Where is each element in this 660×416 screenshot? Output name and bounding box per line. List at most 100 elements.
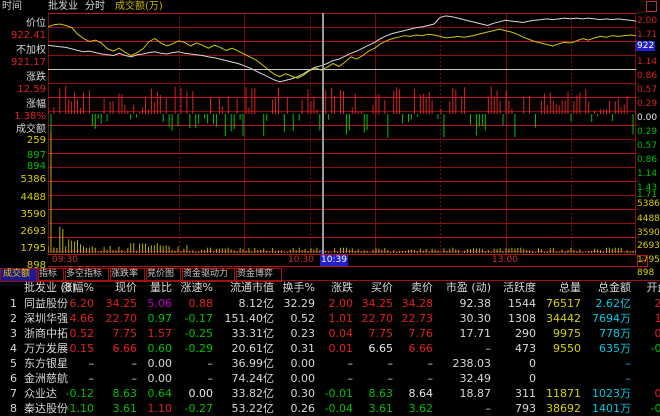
column-header-chg[interactable]: 涨跌 (331, 281, 353, 294)
right-axis-label-14: 5386 (637, 199, 660, 209)
tab-strip-rule (0, 280, 660, 281)
crosshair-cursor[interactable] (322, 13, 324, 254)
table-row[interactable]: 1 同益股份 6.20 34.25 5.06 0.88 8.12亿 32.29 2.00 34.2… (0, 296, 660, 311)
cell-chg_pct: – (88, 357, 95, 370)
cell-mktcap: 33.31亿 (231, 327, 275, 340)
time-tick-1: 10:30 (288, 255, 314, 265)
chart-left-gutter: 价位 922.41 不加权 921.17 涨跌 12.59 涨幅 1.38% 成交额 259 897… (0, 13, 48, 271)
cell-bid: 6.65 (368, 342, 394, 355)
column-header-turnover[interactable]: 换手% (282, 281, 315, 294)
column-header-vol_ratio[interactable]: 量比 (150, 281, 172, 294)
cell-price: 34.25 (105, 297, 138, 310)
cell-mktcap: 33.82亿 (231, 387, 275, 400)
cell-amount: 1023万 (592, 387, 631, 400)
indicator-tab-strip[interactable]: 成交额 指标 多空指标 涨跌率 竞价图 资金驱动力 资金博弈 (0, 268, 660, 282)
add-pane-button[interactable]: + (637, 255, 648, 267)
cell-ask: 34.28 (401, 297, 434, 310)
cell-speed: – (207, 372, 214, 385)
column-header-open_pct[interactable]: 开盘% (646, 281, 660, 294)
chart-svg (48, 15, 636, 253)
cell-chg: -0.01 (324, 387, 353, 400)
cell-open_pct: – (0, 356, 660, 371)
cell-open_pct: 0.12 (654, 387, 660, 400)
close-icon[interactable] (646, 1, 657, 12)
cell-pe: – (485, 342, 492, 355)
cell-mktcap: 151.40亿 (224, 312, 275, 325)
tab-6[interactable]: 资金博弈 (234, 268, 282, 282)
time-label: 时间 (2, 1, 22, 12)
cell-turnover: 0.00 (290, 357, 316, 370)
tab-2[interactable]: 多空指标 (63, 268, 111, 282)
gutter-item-7: 1.38% (14, 111, 46, 122)
cell-mktcap: 8.12亿 (238, 297, 275, 310)
table-row[interactable]: 4 万方发展 0.15 6.66 0.60 -0.29 20.61亿 0.31 0.01 6.65… (0, 341, 660, 356)
cell-pe: 92.38 (459, 297, 492, 310)
grid-hline-9 (48, 139, 636, 140)
cell-pe: 32.49 (459, 372, 492, 385)
chart-plot-area[interactable] (48, 13, 636, 254)
cell-ask: – (427, 372, 434, 385)
cell-ask: 8.64 (408, 387, 434, 400)
volume-bars-group (48, 118, 636, 253)
column-header-speed[interactable]: 涨速% (180, 281, 213, 294)
column-header-chg_pct[interactable]: 涨幅% (61, 281, 94, 294)
column-header-ask[interactable]: 卖价 (411, 281, 433, 294)
column-header-mktcap[interactable]: 流通市值 (230, 281, 274, 294)
cell-name: 众业达 (24, 387, 57, 400)
cell-mktcap: 74.24亿 (231, 372, 275, 385)
column-header-price[interactable]: 现价 (115, 281, 137, 294)
cell-vol_ratio: 1.57 (147, 327, 173, 340)
grid-vline-5 (440, 13, 441, 254)
cell-price: 8.63 (112, 387, 138, 400)
cell-turnover: 0.30 (290, 387, 316, 400)
cell-mktcap: 20.61亿 (231, 342, 275, 355)
right-axis-label-6: 0.29 (637, 99, 658, 109)
table-header-row: 批发业 (8) 涨幅% 现价 量比 涨速% 流通市值 换手% 涨跌 买价 卖价 市盈 (动) 活跃度 总… (0, 281, 660, 295)
stock-quote-table[interactable]: 批发业 (8) 涨幅% 现价 量比 涨速% 流通市值 换手% 涨跌 买价 卖价 市盈 (动) 活跃度 总… (0, 281, 660, 415)
column-header-bid[interactable]: 买价 (371, 281, 393, 294)
cell-turnover: 0.23 (290, 327, 316, 340)
gutter-item-12: 5386 (20, 174, 46, 185)
right-axis-label-5: 0.57 (637, 85, 658, 95)
cell-idx: 4 (10, 342, 17, 355)
cell-vol_ratio: 5.06 (147, 297, 173, 310)
column-header-name[interactable]: 批发业 (8) (24, 281, 77, 294)
chart-right-axis: 2.00 1.71 922 1.14 0.86 0.57 0.29 0.00 0.29 0.57 0… (636, 13, 660, 278)
cell-pe: 30.30 (459, 312, 492, 325)
cell-pe: 238.03 (452, 357, 492, 370)
grid-vline-3 (310, 13, 311, 254)
cell-name: 同益股份 (24, 297, 68, 310)
column-header-volume[interactable]: 总量 (559, 281, 581, 294)
cell-turnover: 0.52 (290, 312, 316, 325)
gutter-item-9: 259 (26, 135, 46, 146)
table-row[interactable]: 8 秦达股份 -1.10 3.61 1.10 -0.27 53.22亿 0.26 -0.04 3.… (0, 401, 660, 416)
table-row[interactable]: 7 众业达 -0.12 8.63 0.64 0.00 33.82亿 0.30 -0.01 8.63… (0, 386, 660, 401)
table-row[interactable]: 2 深圳华强 4.66 22.70 0.97 -0.17 151.40亿 0.52 1.01 22… (0, 311, 660, 326)
cell-pe: 18.87 (459, 387, 492, 400)
right-axis-label-15: 4488 (637, 214, 660, 224)
sector-name[interactable]: 批发业 (48, 1, 78, 12)
grid-hline-13 (48, 195, 636, 196)
cell-activity: 1544 (508, 297, 536, 310)
cell-pe: 17.71 (459, 327, 492, 340)
column-header-pe[interactable]: 市盈 (动) (445, 281, 491, 294)
tab-4[interactable]: 竞价图 (144, 268, 183, 282)
tab-0[interactable]: 成交额 (0, 268, 39, 282)
tab-5[interactable]: 资金驱动力 (180, 268, 237, 282)
cell-ask: 6.66 (408, 342, 434, 355)
column-header-amount[interactable]: 总金额 (598, 281, 631, 294)
gutter-item-10: 897 (26, 150, 46, 161)
cell-speed: 0.88 (188, 297, 214, 310)
cell-ask: – (427, 357, 434, 370)
cell-idx: 2 (10, 312, 17, 325)
tab-1[interactable]: 指标 (36, 268, 66, 282)
table-row[interactable]: 3 浙商中拓 0.52 7.75 1.57 -0.25 33.31亿 0.23 0.04 7.75… (0, 326, 660, 341)
tab-3[interactable]: 涨跌率 (108, 268, 147, 282)
indicator-label[interactable]: 成交额(万) (115, 1, 163, 12)
chart-kind-label[interactable]: 分时 (85, 1, 105, 12)
column-header-activity[interactable]: 活跃度 (503, 281, 536, 294)
cell-name: 万方发展 (24, 342, 68, 355)
